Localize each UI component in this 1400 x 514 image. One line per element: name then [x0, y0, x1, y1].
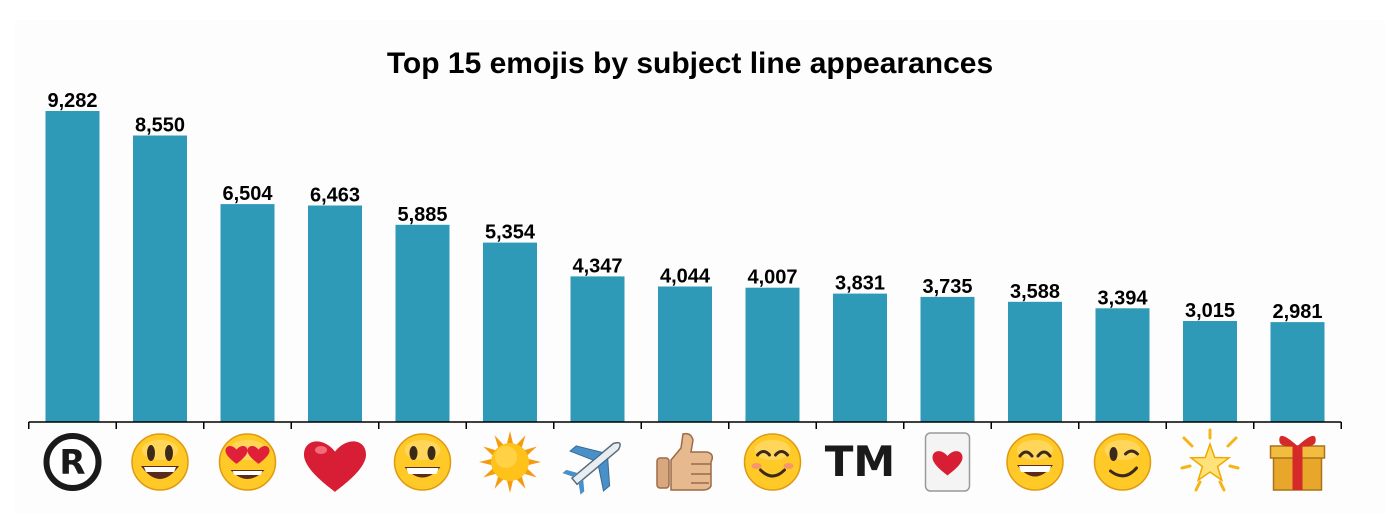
bar	[133, 135, 187, 422]
bar	[570, 276, 625, 422]
grin-smiling-eyes-icon	[1006, 433, 1064, 491]
data-label: 2,981	[1272, 301, 1322, 323]
value-labels-group: 9,282 8,550 6,504 6,463 5,885 5,354 4,347 4,044…	[47, 90, 1322, 323]
bar	[483, 242, 537, 422]
smiley-open-mouth-icon	[131, 433, 189, 491]
data-label: 3,588	[1010, 281, 1060, 303]
emoji-icons-group: R TM	[43, 428, 1326, 495]
heart-eyes-icon	[218, 433, 277, 491]
bar	[395, 224, 450, 422]
gift-icon	[1269, 435, 1326, 491]
grinning-face-icon	[393, 433, 452, 491]
bar	[920, 296, 975, 422]
airplane-icon	[562, 441, 621, 495]
bar	[45, 111, 100, 422]
bar	[1183, 321, 1237, 422]
trademark-icon: TM	[825, 437, 895, 486]
bar	[220, 204, 275, 422]
red-heart-icon	[304, 441, 366, 492]
bar	[1008, 301, 1062, 422]
data-label: 3,015	[1185, 300, 1235, 322]
data-label: 9,282	[47, 90, 97, 112]
data-label: 6,463	[310, 185, 360, 207]
bar	[308, 205, 362, 422]
bar	[745, 287, 800, 422]
data-label: 6,504	[222, 183, 273, 205]
data-label: 8,550	[135, 115, 185, 137]
bar	[658, 286, 712, 422]
bar	[833, 293, 887, 422]
bars-group	[45, 111, 1325, 422]
thumbs-up-icon	[656, 432, 714, 491]
data-label: 5,354	[485, 222, 536, 244]
smiling-face-icon	[743, 433, 802, 491]
sun-icon	[479, 431, 541, 493]
chart-title: Top 15 emojis by subject line appearance…	[387, 47, 993, 80]
winking-face-icon	[1093, 433, 1152, 491]
glowing-star-icon	[1180, 428, 1240, 492]
data-label: 5,885	[397, 204, 447, 226]
svg-text:R: R	[59, 443, 85, 483]
heart-card-icon	[924, 432, 971, 492]
x-axis	[28, 421, 1342, 429]
registered-icon: R	[43, 433, 102, 491]
data-label: 4,007	[747, 267, 797, 289]
svg-text:TM: TM	[825, 437, 895, 486]
data-label: 4,347	[572, 255, 622, 277]
data-label: 3,831	[835, 273, 885, 295]
data-label: 4,044	[660, 266, 711, 288]
data-label: 3,735	[922, 276, 972, 298]
bar	[1270, 322, 1325, 422]
data-label: 3,394	[1097, 287, 1148, 309]
bar	[1095, 308, 1150, 422]
